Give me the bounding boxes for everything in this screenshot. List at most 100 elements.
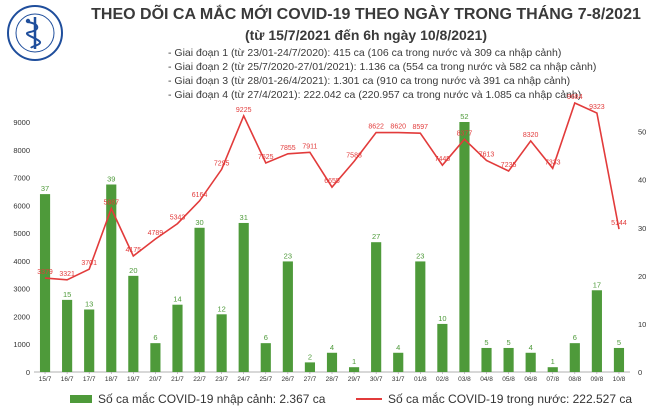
line-value-label: 7333: [545, 159, 561, 166]
x-tick-label: 08/8: [568, 376, 581, 383]
bar-value-label: 37: [41, 184, 49, 193]
bar-value-label: 23: [284, 251, 292, 260]
x-tick-label: 30/7: [370, 376, 383, 383]
bar-imported: [128, 275, 139, 372]
x-tick-label: 31/7: [392, 376, 405, 383]
bar-imported: [393, 352, 404, 372]
line-value-label: 7525: [258, 154, 274, 161]
line-value-label: 5144: [611, 220, 627, 227]
bar-imported: [437, 323, 448, 372]
ministry-of-health-logo: [7, 5, 63, 61]
bar-value-label: 31: [240, 213, 248, 222]
y-left-tick-label: 6000: [13, 201, 30, 210]
line-value-label: 8597: [413, 124, 429, 131]
bar-value-label: 20: [129, 266, 137, 275]
bar-value-label: 13: [85, 300, 93, 309]
y-right-tick-label: 10: [638, 320, 646, 329]
line-value-label: 8320: [523, 132, 539, 139]
bar-imported: [260, 343, 271, 372]
bar-imported: [62, 299, 73, 372]
y-left-tick-label: 2000: [13, 312, 30, 321]
x-tick-label: 07/8: [546, 376, 559, 383]
legend-label-imported: Số ca mắc COVID-19 nhập cảnh: 2.367 ca: [98, 392, 326, 406]
x-tick-label: 21/7: [171, 376, 184, 383]
x-tick-label: 18/7: [105, 376, 118, 383]
legend-item-imported: Số ca mắc COVID-19 nhập cảnh: 2.367 ca: [70, 392, 325, 406]
bar-imported: [481, 347, 492, 372]
line-value-label: 4175: [126, 247, 142, 254]
bar-value-label: 14: [173, 295, 181, 304]
x-tick-label: 28/7: [326, 376, 339, 383]
bar-imported: [348, 367, 360, 372]
bar-value-label: 6: [573, 333, 577, 342]
bar-imported: [459, 122, 470, 372]
bar-value-label: 4: [396, 343, 400, 352]
bar-imported: [172, 304, 183, 372]
y-right-tick-label: 20: [638, 272, 646, 281]
y-left-tick-label: 3000: [13, 285, 30, 294]
line-value-label: 8377: [457, 130, 473, 137]
y-left-tick-label: 0: [26, 368, 30, 377]
y-right-tick-label: 40: [638, 176, 646, 185]
y-left-tick-label: 1000: [13, 340, 30, 349]
bar-imported: [216, 314, 227, 372]
bar-value-label: 5: [617, 338, 621, 347]
y-left-tick-label: 8000: [13, 146, 30, 155]
x-tick-label: 01/8: [414, 376, 427, 383]
line-value-label: 3379: [37, 269, 53, 276]
bar-value-label: 4: [330, 343, 334, 352]
legend-swatch-bar: [70, 395, 92, 403]
y-left-tick-label: 9000: [13, 118, 30, 127]
line-value-label: 7583: [346, 152, 362, 159]
line-value-label: 3321: [59, 271, 75, 278]
x-tick-label: 09/8: [591, 376, 604, 383]
bar-imported: [304, 362, 316, 372]
line-value-label: 7613: [479, 152, 495, 159]
bar-imported: [39, 194, 51, 372]
bar-value-label: 1: [352, 357, 356, 366]
bar-value-label: 5: [484, 338, 488, 347]
x-tick-label: 29/7: [348, 376, 361, 383]
bar-value-label: 4: [529, 343, 533, 352]
x-tick-label: 24/7: [237, 376, 250, 383]
bar-value-label: 39: [107, 175, 115, 184]
bar-imported: [525, 352, 536, 372]
bar-imported: [106, 184, 117, 372]
line-value-label: 9225: [236, 107, 252, 114]
phase-note-1: - Giai đoạn 1 (từ 23/01-24/7/2020): 415 …: [168, 47, 562, 59]
x-tick-label: 16/7: [61, 376, 74, 383]
bar-value-label: 30: [195, 218, 203, 227]
bar-value-label: 6: [153, 333, 157, 342]
bar-value-label: 5: [507, 338, 511, 347]
line-value-label: 9684: [567, 94, 583, 101]
bar-imported: [282, 261, 293, 372]
x-tick-label: 19/7: [127, 376, 140, 383]
line-value-label: 9323: [589, 104, 605, 111]
x-tick-label: 25/7: [259, 376, 272, 383]
x-tick-label: 23/7: [215, 376, 228, 383]
y-right-tick-label: 0: [638, 368, 642, 377]
bar-value-label: 6: [264, 333, 268, 342]
bar-imported: [569, 343, 580, 372]
line-value-label: 7295: [214, 160, 230, 167]
covid-cases-chart: 0100020003000400050006000700080009000010…: [13, 94, 646, 383]
phase-notes: - Giai đoạn 1 (từ 23/01-24/7/2020): 415 …: [168, 46, 596, 102]
line-value-label: 5887: [103, 199, 119, 206]
x-tick-label: 05/8: [502, 376, 515, 383]
x-tick-label: 10/8: [613, 376, 626, 383]
line-value-label: 3701: [81, 260, 97, 267]
x-tick-label: 02/8: [436, 376, 449, 383]
bar-imported: [150, 343, 161, 372]
line-value-label: 7911: [302, 143, 317, 150]
line-value-label: 6164: [192, 192, 208, 199]
phase-note-3: - Giai đoạn 3 (từ 28/01-26/4/2021): 1.30…: [168, 75, 571, 87]
line-value-label: 6655: [324, 178, 340, 185]
bar-value-label: 10: [438, 314, 446, 323]
bar-imported: [326, 352, 338, 372]
x-tick-label: 20/7: [149, 376, 162, 383]
bar-value-label: 12: [217, 304, 225, 313]
x-tick-label: 17/7: [83, 376, 96, 383]
line-value-label: 5343: [170, 215, 186, 222]
bar-imported: [503, 347, 514, 372]
y-right-tick-label: 30: [638, 224, 646, 233]
